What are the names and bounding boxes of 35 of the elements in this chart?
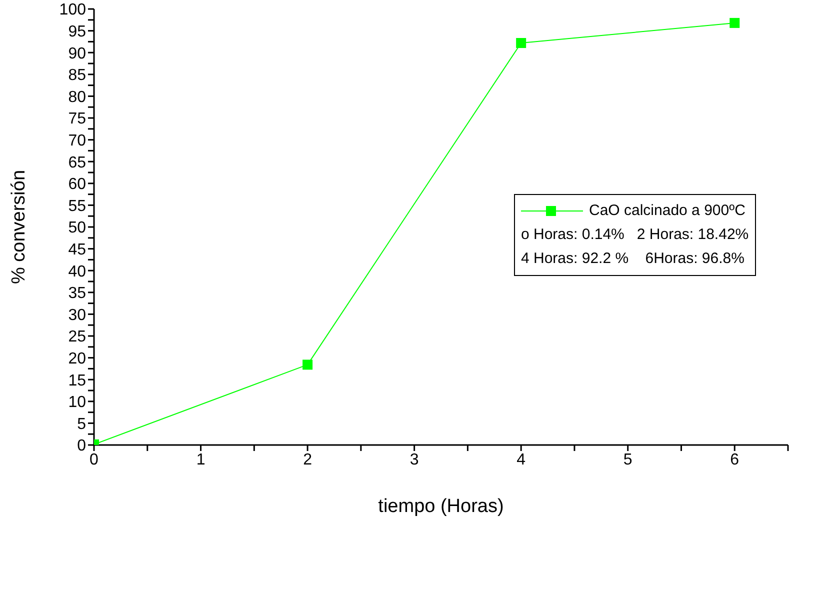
y-tick-label: 65 (68, 154, 86, 172)
y-tick-label: 80 (68, 88, 86, 106)
y-tick-label: 15 (68, 372, 86, 390)
y-tick-label: 60 (68, 176, 86, 194)
point (730, 18, 740, 28)
x-tick-label: 2 (303, 451, 312, 468)
x-tick-label: 5 (623, 451, 632, 468)
y-tick-label: 0 (77, 438, 86, 455)
x-tick-label: 6 (730, 451, 740, 468)
y-tick-label: 85 (68, 67, 86, 84)
y-tick-label: 20 (68, 350, 86, 368)
y-tick-label: 30 (68, 306, 86, 324)
annotation: o Horas: 0.14% 2 Horas: 18.42% (521, 225, 749, 245)
annotation: 4 Horas: 92.2 % 6Horas: 96.8% (521, 249, 746, 269)
x-tick-label: 3 (410, 451, 419, 468)
y-tick-label: 40 (68, 263, 86, 280)
legend-label: CaO calcinado a 900ºC (589, 201, 746, 221)
y-tick-label: 50 (68, 220, 86, 237)
x-axis-title: tiempo (Horas) (378, 496, 504, 517)
y-tick-label: 5 (77, 416, 86, 433)
x-tick-label: 0 (90, 451, 99, 468)
y-tick-label: 55 (68, 198, 86, 215)
point (516, 38, 526, 48)
y-tick-label: 45 (68, 241, 86, 258)
y-tick-label: 100 (59, 2, 86, 19)
x-tick-label: 1 (196, 451, 206, 468)
y-tick-label: 25 (68, 328, 86, 346)
y-axis-title: % conversión (8, 170, 30, 284)
y-tick-label: 75 (68, 110, 86, 128)
y-tick-label: 90 (68, 45, 86, 62)
y-tick-label: 10 (68, 394, 86, 412)
y-tick-label: 95 (68, 23, 86, 40)
y-tick-label: 70 (68, 132, 86, 150)
x-tick-label: 4 (516, 451, 526, 468)
y-tick-label: 35 (68, 285, 86, 302)
